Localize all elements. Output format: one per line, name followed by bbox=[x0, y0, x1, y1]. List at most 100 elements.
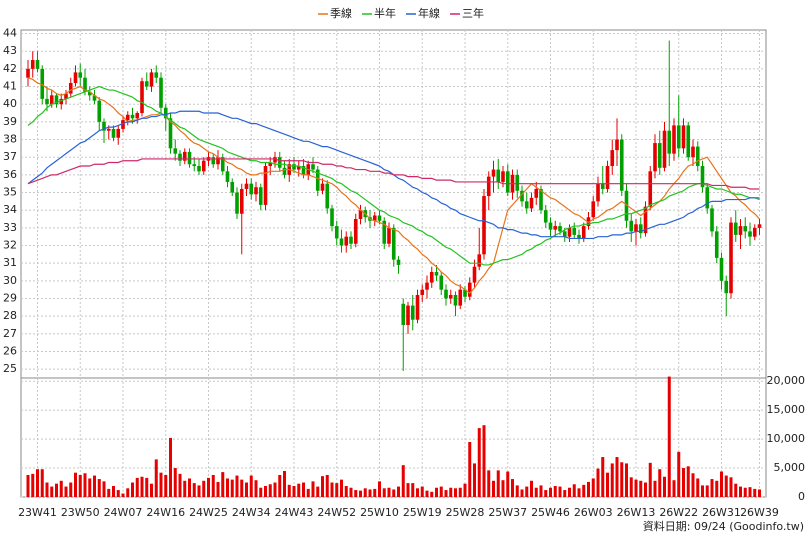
ma-line bbox=[27, 158, 760, 190]
volume-bar bbox=[207, 477, 210, 497]
volume-bar bbox=[511, 479, 514, 497]
candle-body bbox=[444, 289, 448, 299]
candle-body bbox=[420, 289, 425, 295]
candle-body bbox=[567, 227, 572, 237]
candle-body bbox=[548, 222, 553, 230]
candle-body bbox=[558, 226, 562, 232]
volume-bar bbox=[97, 479, 101, 497]
volume-bar bbox=[530, 480, 533, 497]
candle-body bbox=[729, 222, 733, 294]
volume-bar bbox=[297, 483, 301, 497]
candle-body bbox=[410, 305, 415, 320]
x-tick-label: 25W19 bbox=[403, 506, 442, 519]
volume-bar bbox=[463, 483, 467, 497]
volume-bar bbox=[468, 442, 472, 497]
candle-body bbox=[653, 143, 657, 172]
candle-body bbox=[173, 148, 178, 154]
volume-bar bbox=[126, 488, 130, 497]
y-tick-label: 25 bbox=[3, 362, 17, 375]
volume-bar bbox=[753, 488, 757, 497]
volume-bar bbox=[183, 480, 187, 497]
candle-body bbox=[163, 107, 168, 119]
candle-body bbox=[83, 77, 87, 92]
candle-body bbox=[97, 100, 102, 122]
volume-bar bbox=[211, 475, 215, 497]
volume-bar bbox=[78, 475, 82, 497]
y-tick-label: 36 bbox=[3, 168, 17, 181]
volume-bar bbox=[316, 486, 320, 497]
candle-body bbox=[581, 226, 586, 239]
volume-bar bbox=[235, 475, 239, 497]
y-tick-label: 39 bbox=[3, 115, 17, 128]
volume-bar bbox=[539, 485, 543, 497]
volume-bar bbox=[249, 475, 253, 497]
volume-bar bbox=[677, 451, 681, 497]
y-tick-label: 43 bbox=[3, 44, 17, 57]
candle-body bbox=[40, 68, 45, 99]
volume-bar bbox=[701, 485, 704, 497]
candle-body bbox=[482, 196, 486, 255]
candle-body bbox=[382, 220, 387, 244]
volume-bar bbox=[55, 483, 58, 497]
ma-line bbox=[27, 85, 760, 266]
candle-body bbox=[140, 81, 144, 114]
y2-tick-label: 15,000 bbox=[767, 403, 806, 416]
candle-body bbox=[334, 226, 339, 239]
candle-body bbox=[467, 282, 472, 297]
candle-body bbox=[539, 188, 543, 211]
y-tick-label: 42 bbox=[3, 62, 17, 75]
candle-body bbox=[187, 151, 192, 165]
candle-body bbox=[572, 227, 577, 235]
candle-body bbox=[724, 280, 729, 294]
candle-body bbox=[254, 187, 258, 195]
candle-body bbox=[586, 217, 591, 227]
candle-body bbox=[244, 183, 249, 189]
volume-bar bbox=[150, 483, 153, 497]
volume-bar bbox=[629, 477, 633, 497]
candle-body bbox=[154, 72, 159, 78]
volume-bar bbox=[102, 481, 106, 497]
volume-bar bbox=[378, 481, 381, 497]
volume-bar bbox=[254, 480, 258, 497]
volume-bar bbox=[173, 468, 177, 497]
volume-bar bbox=[444, 490, 448, 497]
volume-bar bbox=[283, 470, 286, 497]
y2-tick-label: 20,000 bbox=[767, 374, 806, 387]
candle-body bbox=[116, 128, 121, 138]
volume-bar bbox=[321, 476, 324, 497]
candle-body bbox=[353, 219, 358, 244]
candle-body bbox=[714, 231, 719, 258]
volume-bar bbox=[340, 479, 343, 497]
volume-bar bbox=[178, 473, 182, 497]
candle-body bbox=[610, 150, 615, 167]
candle-body bbox=[439, 275, 444, 290]
volume-bar bbox=[169, 437, 172, 497]
candle-body bbox=[292, 164, 296, 170]
volume-bar bbox=[26, 475, 30, 497]
candle-body bbox=[273, 157, 277, 163]
x-tick-label: 25W10 bbox=[360, 506, 399, 519]
candle-body bbox=[643, 206, 648, 234]
y-tick-label: 41 bbox=[3, 80, 17, 93]
volume-bar bbox=[107, 488, 111, 497]
candle-body bbox=[358, 210, 363, 220]
candle-body bbox=[78, 72, 83, 78]
candle-body bbox=[591, 201, 596, 218]
volume-bar bbox=[587, 481, 590, 497]
candle-body bbox=[757, 224, 762, 228]
volume-bar bbox=[734, 483, 738, 497]
volume-bar bbox=[202, 480, 206, 497]
volume-bar bbox=[397, 486, 400, 497]
volume-bar bbox=[259, 487, 263, 497]
source-note: 資料日期: 09/24 (Goodinfo.tw) bbox=[643, 519, 804, 533]
volume-bar bbox=[368, 489, 372, 497]
candle-body bbox=[220, 157, 225, 172]
volume-bar bbox=[620, 462, 624, 497]
candle-body bbox=[520, 190, 524, 202]
candle-body bbox=[106, 128, 111, 131]
x-tick-label: 23W50 bbox=[61, 506, 100, 519]
volume-bar bbox=[458, 487, 462, 497]
candle-body bbox=[738, 226, 743, 235]
candle-body bbox=[733, 222, 738, 235]
candle-body bbox=[102, 121, 106, 131]
